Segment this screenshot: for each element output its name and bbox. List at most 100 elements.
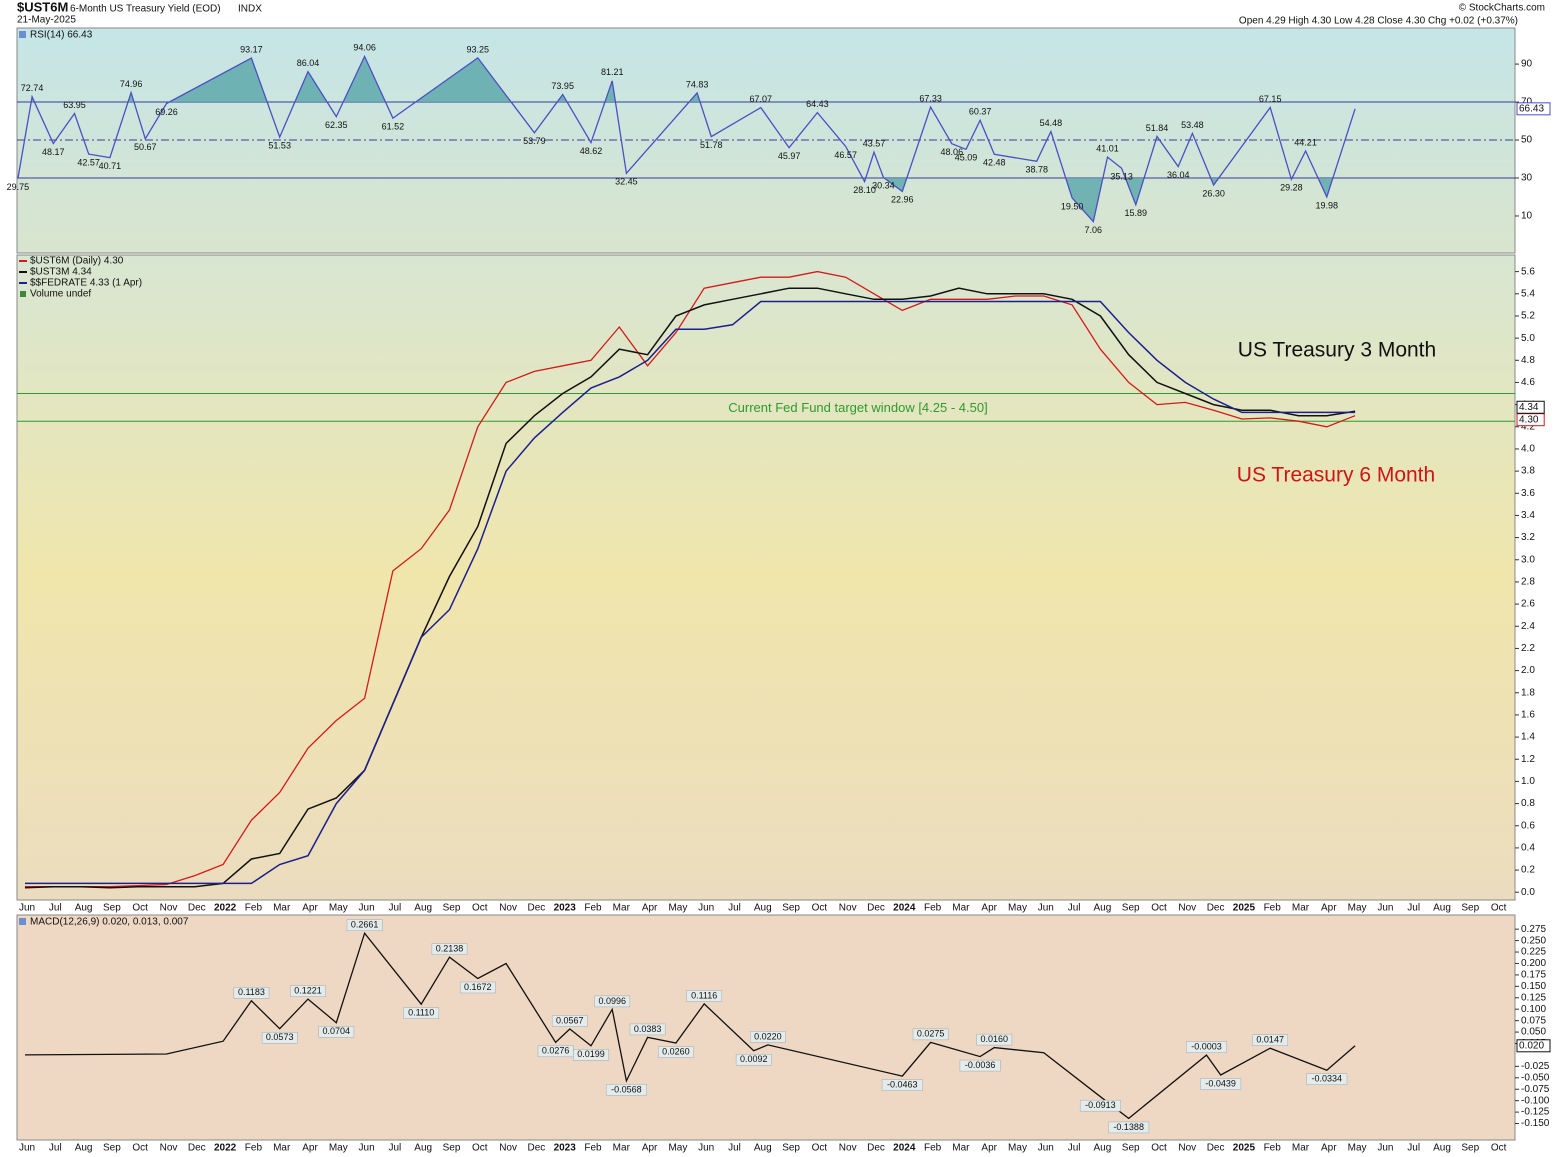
legend-label: Volume undef — [30, 289, 91, 300]
value-label: 51.53 — [268, 140, 291, 150]
panel-title: RSI(14) 66.43 — [30, 30, 93, 41]
x-tick-label: May — [668, 903, 687, 914]
y-tick-label: 3.8 — [1521, 466, 1535, 477]
x-tick-label: Jul — [49, 1143, 62, 1154]
x-tick-label: Feb — [584, 1143, 602, 1154]
value-label: 0.0573 — [266, 1032, 294, 1042]
value-label: 67.33 — [919, 93, 942, 103]
value-label: 93.25 — [467, 44, 490, 54]
x-tick-label: Sep — [443, 903, 461, 914]
label-box — [1252, 1034, 1289, 1046]
label-box — [459, 981, 496, 994]
last-value-label: 66.43 — [1519, 103, 1544, 114]
x-tick-label: Dec — [867, 1143, 885, 1154]
y-tick-label: 0.8 — [1521, 798, 1535, 809]
x-tick-label: May — [1348, 1143, 1367, 1154]
x-tick-label: Sep — [443, 1143, 461, 1154]
value-label: 38.78 — [1025, 165, 1048, 175]
value-label: 19.50 — [1061, 201, 1084, 211]
x-tick-label: 2023 — [554, 1143, 577, 1154]
x-tick-label: Oct — [1151, 903, 1167, 914]
y-tick-label: 0.225 — [1521, 947, 1546, 958]
exchange: INDX — [238, 4, 262, 15]
annotation: US Treasury 6 Month — [1237, 464, 1435, 487]
y-tick-label: 1.4 — [1521, 732, 1535, 743]
x-tick-label: Sep — [782, 1143, 800, 1154]
x-tick-label: Jun — [1038, 903, 1054, 914]
value-label: 0.0260 — [662, 1046, 690, 1056]
x-tick-label: Aug — [414, 1143, 432, 1154]
y-tick-label: -0.050 — [1521, 1072, 1550, 1083]
value-label: 30.34 — [872, 181, 895, 191]
value-label: 0.1116 — [691, 990, 717, 1000]
series-line — [25, 300, 1356, 885]
x-tick-label: Jul — [389, 903, 402, 914]
value-label: 0.1110 — [408, 1008, 434, 1018]
x-tick-label: Oct — [1151, 1143, 1167, 1154]
value-label: 0.0383 — [634, 1024, 662, 1034]
price-panel — [16, 254, 1516, 901]
x-tick-label: 2025 — [1233, 903, 1256, 914]
x-tick-label: Mar — [1292, 1143, 1310, 1154]
y-tick-label: 2.4 — [1521, 621, 1535, 632]
x-tick-label: Feb — [924, 1143, 942, 1154]
x-tick-label: Aug — [1433, 1143, 1451, 1154]
value-label: 0.2661 — [351, 920, 379, 930]
label-box — [318, 1025, 355, 1038]
x-tick-label: Mar — [613, 903, 631, 914]
last-value-box — [1516, 102, 1551, 116]
value-label: 29.28 — [1280, 183, 1303, 193]
y-tick-label: 3.6 — [1521, 488, 1535, 499]
x-tick-label: Mar — [273, 1143, 291, 1154]
x-tick-label: Jun — [1377, 903, 1393, 914]
value-label: -0.0913 — [1085, 1100, 1116, 1110]
x-tick-label: Jul — [49, 903, 62, 914]
x-tick-label: Mar — [952, 903, 970, 914]
value-label: 42.57 — [77, 158, 100, 168]
legend-label: $UST6M (Daily) 4.30 — [30, 256, 124, 267]
value-label: 53.48 — [1181, 120, 1204, 130]
value-label: 41.01 — [1096, 143, 1119, 153]
y-tick-label: 0.100 — [1521, 1004, 1546, 1015]
legend-label: $$FEDRATE 4.33 (1 Apr) — [30, 278, 142, 289]
y-tick-label: 4.2 — [1521, 421, 1535, 432]
label-box — [658, 1046, 694, 1058]
x-tick-label: Sep — [103, 1143, 121, 1154]
x-tick-label: Feb — [1264, 903, 1282, 914]
label-box — [959, 1059, 1001, 1072]
x-tick-label: Jul — [1068, 1143, 1081, 1154]
credit: © StockCharts.com — [1459, 3, 1545, 14]
value-label: 46.57 — [834, 150, 857, 160]
x-tick-label: 2022 — [214, 903, 237, 914]
y-tick-label: -0.075 — [1521, 1084, 1550, 1095]
value-label: 0.1221 — [294, 985, 322, 995]
y-tick-label: 2.8 — [1521, 577, 1535, 588]
y-tick-label: 0.275 — [1521, 924, 1546, 935]
value-label: 81.21 — [601, 67, 624, 77]
y-tick-label: 0.0 — [1521, 887, 1535, 898]
value-label: 73.95 — [551, 81, 574, 91]
y-tick-label: 2.2 — [1521, 643, 1535, 654]
x-tick-label: Mar — [273, 903, 291, 914]
value-label: 44.21 — [1294, 137, 1317, 147]
x-tick-label: Mar — [1292, 903, 1310, 914]
series-line — [24, 287, 1356, 889]
band-label: Current Fed Fund target window [4.25 - 4… — [728, 400, 987, 415]
x-tick-label: Oct — [472, 903, 488, 914]
value-label: 15.89 — [1125, 208, 1148, 218]
annotation: US Treasury 3 Month — [1238, 339, 1436, 362]
label-box — [290, 985, 326, 997]
panel-title: MACD(12,26,9) 0.020, 0.013, 0.007 — [30, 917, 189, 928]
x-tick-label: Aug — [1094, 1143, 1112, 1154]
value-label: 36.04 — [1167, 170, 1190, 180]
x-tick-label: Oct — [812, 1143, 828, 1154]
x-tick-label: Feb — [584, 903, 602, 914]
label-box — [1079, 1099, 1121, 1112]
x-tick-label: Feb — [245, 1143, 263, 1154]
symbol-name: 6-Month US Treasury Yield (EOD) — [70, 4, 221, 15]
label-box — [881, 1079, 923, 1091]
value-label: 0.0704 — [323, 1026, 351, 1036]
x-tick-label: Nov — [499, 903, 517, 914]
x-tick-label: Sep — [782, 903, 800, 914]
y-tick-label: 50 — [1521, 135, 1533, 146]
